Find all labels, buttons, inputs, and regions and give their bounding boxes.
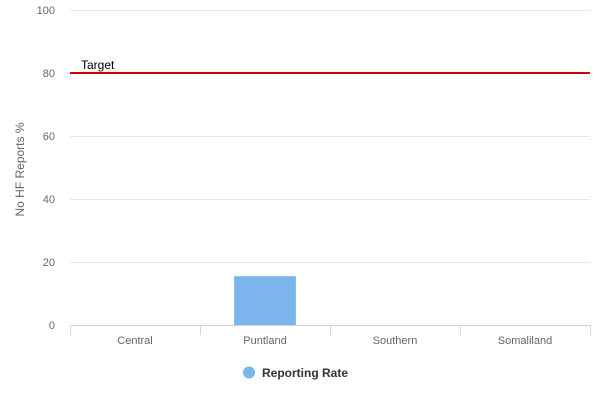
legend[interactable]: Reporting Rate [243, 366, 348, 380]
legend-label: Reporting Rate [262, 366, 348, 380]
x-tick-label: Puntland [243, 335, 286, 347]
gridlines [70, 10, 590, 263]
plot-lines: Target [70, 58, 590, 74]
x-tick-label: Central [117, 335, 152, 347]
bars [234, 276, 296, 325]
bar-puntland[interactable] [234, 276, 296, 325]
y-tick-label: 40 [43, 194, 55, 206]
y-axis-title: No HF Reports % [13, 122, 27, 216]
y-axis-tick-labels: 0 20 40 60 80 100 [37, 5, 55, 332]
legend-item[interactable]: Reporting Rate [243, 366, 348, 380]
y-tick-label: 60 [43, 131, 55, 143]
y-tick-label: 80 [43, 68, 55, 80]
x-tick-label: Somaliland [498, 335, 552, 347]
target-line-label: Target [81, 58, 115, 72]
y-tick-label: 100 [37, 5, 55, 17]
y-tick-label: 0 [49, 320, 55, 332]
x-tick-label: Southern [373, 335, 418, 347]
y-tick-label: 20 [43, 257, 55, 269]
legend-marker [243, 366, 255, 379]
x-axis: Central Puntland Southern Somaliland [70, 325, 591, 347]
